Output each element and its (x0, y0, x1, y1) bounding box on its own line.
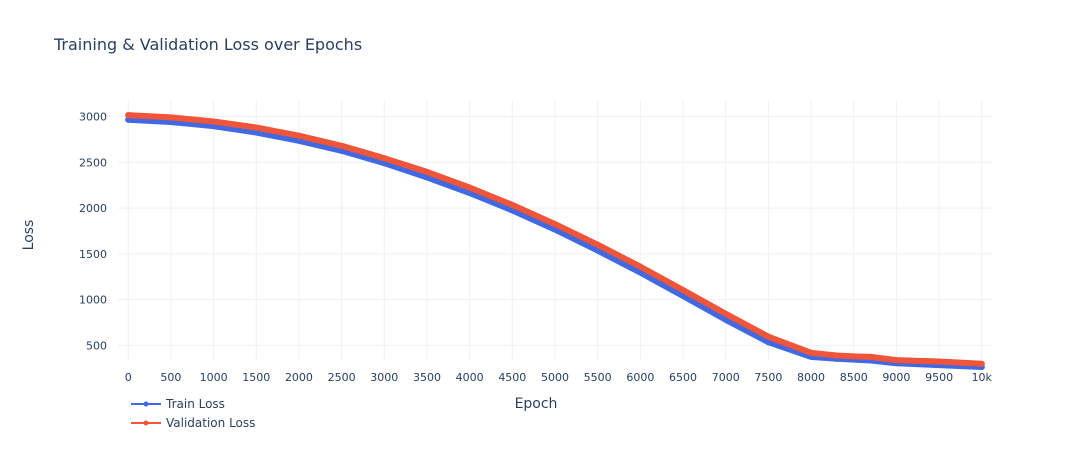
x-tick-label: 3000 (370, 371, 398, 384)
x-tick-label: 3500 (413, 371, 441, 384)
legend-item-train[interactable]: Train Loss (131, 397, 225, 411)
validation-loss-point (594, 241, 601, 248)
y-tick-label: 1500 (79, 248, 107, 261)
x-tick-label: 2000 (285, 371, 313, 384)
validation-loss-point (637, 263, 644, 270)
x-tick-label: 4500 (498, 371, 526, 384)
validation-loss-point (722, 310, 729, 317)
validation-loss-point (338, 142, 345, 149)
validation-loss-point (978, 360, 985, 367)
validation-loss-point (765, 333, 772, 340)
x-tick-label: 5000 (541, 371, 569, 384)
validation-loss-point (167, 114, 174, 121)
x-tick-label: 2500 (328, 371, 356, 384)
validation-loss-point (295, 132, 302, 139)
legend-item-validation[interactable]: Validation Loss (131, 416, 255, 430)
y-tick-labels: 500 1000 1500 2000 2500 3000 (79, 110, 107, 352)
validation-loss-point (210, 118, 217, 125)
validation-loss-point (893, 357, 900, 364)
x-axis-title: Epoch (515, 396, 558, 412)
legend-marker-validation (143, 420, 149, 426)
series-lines (125, 112, 985, 370)
y-tick-label: 2500 (79, 156, 107, 169)
validation-loss-point (833, 352, 840, 359)
x-tick-label: 5500 (584, 371, 612, 384)
y-tick-label: 3000 (79, 110, 107, 123)
y-tick-label: 1000 (79, 294, 107, 307)
validation-loss-point (423, 168, 430, 175)
legend-marker-train (143, 401, 149, 407)
train-loss-point (680, 292, 687, 299)
validation-loss-point (381, 155, 388, 162)
validation-loss-point (850, 353, 857, 360)
train-loss-point (295, 137, 302, 144)
x-tick-label: 500 (160, 371, 181, 384)
x-tick-labels: 0 500 1000 1500 2000 2500 3000 3500 4000 4500 5000… (125, 371, 993, 384)
validation-loss-point (936, 358, 943, 365)
validation-loss-point (125, 112, 132, 119)
x-tick-label: 7000 (712, 371, 740, 384)
legend-label-validation: Validation Loss (166, 416, 255, 430)
train-loss-point (423, 174, 430, 181)
x-tick-label: 4000 (456, 371, 484, 384)
validation-loss-point (808, 349, 815, 356)
y-tick-label: 2000 (79, 202, 107, 215)
train-loss-point (466, 189, 473, 196)
x-tick-label: 8500 (840, 371, 868, 384)
y-axis-title: Loss (21, 220, 37, 251)
train-loss-point (125, 116, 132, 123)
y-tick-label: 500 (86, 339, 107, 352)
validation-loss-point (680, 287, 687, 294)
x-tick-label: 10k (972, 371, 993, 384)
x-tick-label: 6000 (626, 371, 654, 384)
x-tick-label: 9000 (882, 371, 910, 384)
train-loss-point (253, 129, 260, 136)
train-loss-point (637, 269, 644, 276)
x-tick-label: 1500 (242, 371, 270, 384)
train-loss-point (765, 339, 772, 346)
x-tick-label: 1000 (200, 371, 228, 384)
validation-loss-point (509, 201, 516, 208)
validation-loss-point (466, 184, 473, 191)
validation-loss-point (552, 221, 558, 228)
train-loss-point (594, 247, 601, 254)
legend-label-train: Train Loss (165, 397, 225, 411)
x-tick-label: 7500 (754, 371, 782, 384)
chart-title: Training & Validation Loss over Epochs (53, 35, 362, 54)
legend[interactable]: Train Loss Validation Loss (131, 397, 255, 430)
validation-loss-point (867, 353, 874, 360)
x-tick-label: 0 (125, 371, 132, 384)
train-loss-point (722, 316, 729, 323)
x-tick-label: 6500 (669, 371, 697, 384)
validation-loss-point (253, 124, 260, 131)
x-tick-label: 9500 (925, 371, 953, 384)
x-tick-label: 8000 (797, 371, 825, 384)
